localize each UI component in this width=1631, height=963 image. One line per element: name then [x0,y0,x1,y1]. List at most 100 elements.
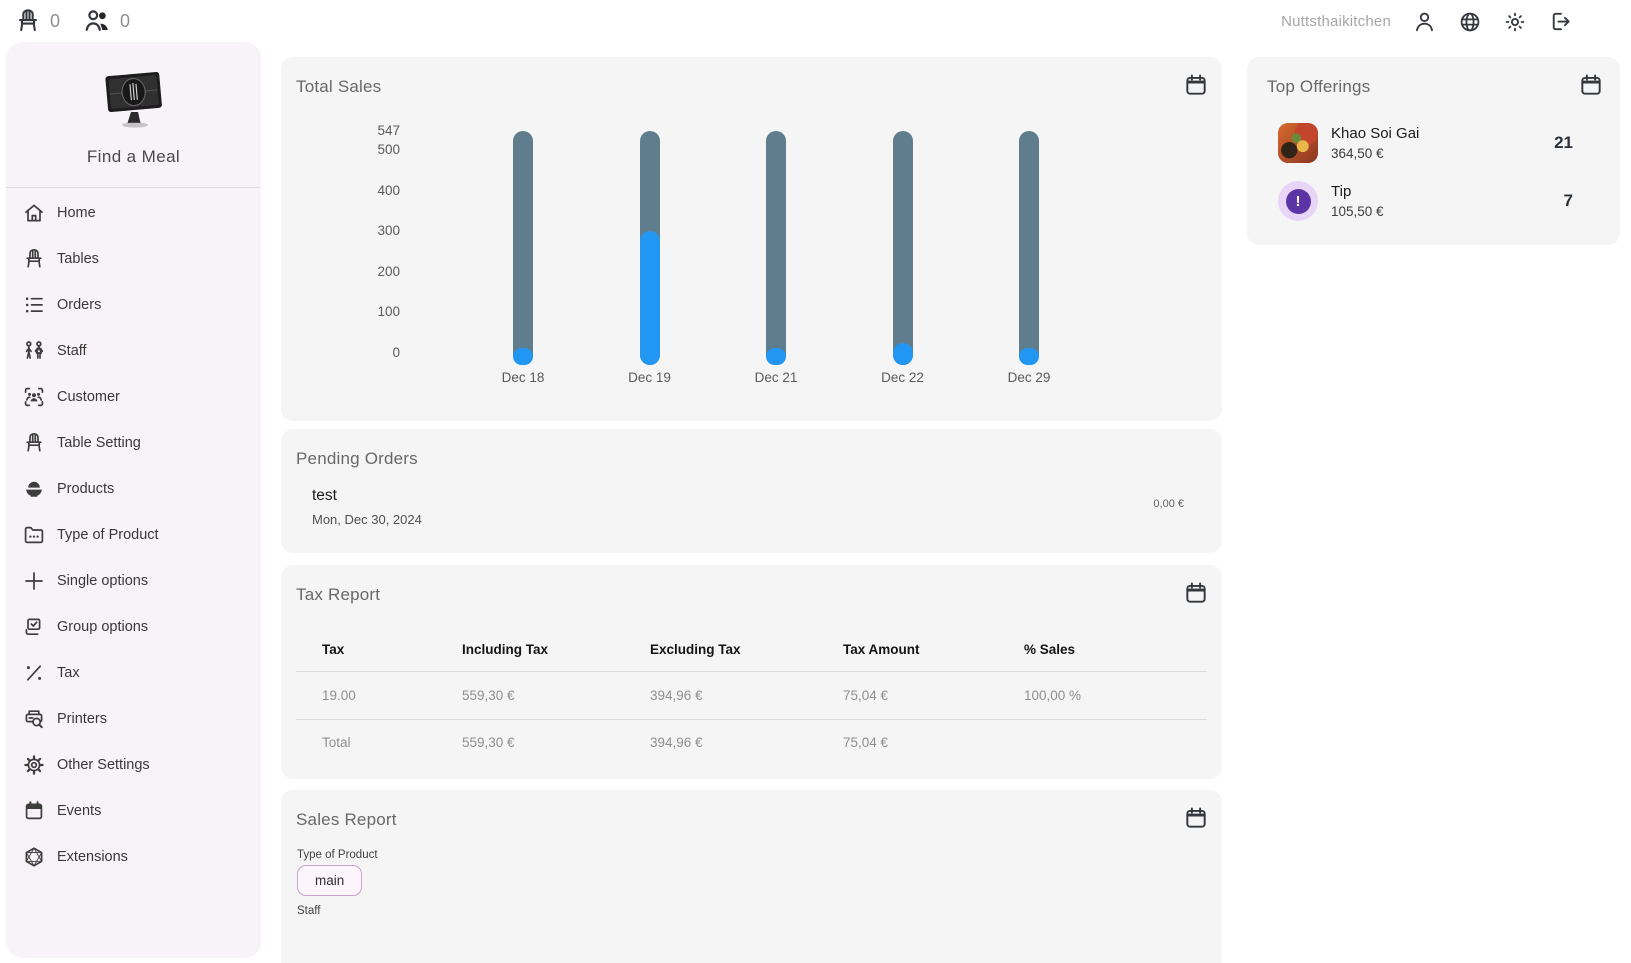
y-axis-tick: 300 [377,223,400,239]
calendar-icon[interactable] [1183,72,1209,98]
sidebar-item-label: Customer [57,389,120,405]
sidebar-item-label: Printers [57,711,107,727]
customer-icon [22,385,46,409]
sidebar-item-home[interactable]: Home [6,190,261,236]
calendar-icon [22,799,46,823]
calendar-icon[interactable] [1183,580,1209,606]
bar-track [766,131,786,365]
sidebar-nav: Home Tables [6,188,261,880]
sidebar-item-customer[interactable]: Customer [6,374,261,420]
bowl-icon [22,477,46,501]
bar-track [639,131,660,365]
sidebar-item-staff[interactable]: Staff [6,328,261,374]
customers-count: 0 [120,10,131,31]
total-sales-title: Total Sales [296,77,382,96]
user-avatar-icon[interactable] [1412,9,1437,34]
order-amount: 0,00 € [1153,498,1184,510]
column-header: Excluding Tax [650,641,741,657]
offering-count: 21 [1554,133,1573,152]
pending-orders-card: Pending Orders test Mon, Dec 30, 2024 0,… [281,429,1222,553]
x-axis-label: Dec 21 [754,370,798,385]
bar-fill [639,231,660,365]
bar-dec-29[interactable]: Dec 29 [994,131,1064,393]
tax-report-title: Tax Report [296,585,381,604]
tables-count: 0 [50,10,61,31]
offering-name: Khao Soi Gai [1331,125,1420,142]
type-of-product-chip-main[interactable]: main [297,865,363,896]
column-header: Including Tax [462,641,549,657]
column-header: % Sales [1024,641,1076,657]
bar-track [1019,131,1039,365]
brightness-icon[interactable] [1503,10,1527,34]
logout-icon[interactable] [1548,9,1573,34]
top-offerings-title: Top Offerings [1267,77,1371,96]
home-icon [22,201,46,225]
sidebar-item-extensions[interactable]: Extensions [6,834,261,880]
bar-dec-19[interactable]: Dec 19 [615,131,685,393]
percent-icon [22,661,46,685]
sidebar-item-label: Staff [57,343,87,359]
tax-table-row: 19.00 559,30 € 394,96 € 75,04 € 100,00 % [296,671,1207,719]
bar-fill [892,342,913,365]
sidebar-item-type-of-product[interactable]: Type of Product [6,512,261,558]
y-axis-tick: 500 [377,142,400,158]
sidebar-item-label: Tax [57,665,80,681]
cell-including-tax: 559,30 € [462,688,515,703]
offering-amount: 364,50 € [1331,146,1384,161]
offering-count: 7 [1563,191,1573,210]
sidebar-item-tax[interactable]: Tax [6,650,261,696]
sidebar-item-printers[interactable]: Printers [6,696,261,742]
staff-label: Staff [297,905,321,917]
globe-icon[interactable] [1458,10,1482,34]
sidebar-item-group-options[interactable]: Group options [6,604,261,650]
chart-bars: Dec 18 Dec 19 Dec 21 Dec 22 Dec 29 [488,131,1064,393]
order-name: test [312,487,337,504]
folder-dots-icon [22,523,46,547]
x-axis-label: Dec 22 [881,370,924,385]
offering-name: Tip [1331,183,1352,200]
chair-icon [22,247,46,271]
calendar-icon[interactable] [1578,72,1604,98]
bar-dec-21[interactable]: Dec 21 [741,131,811,393]
sidebar-item-products[interactable]: Products [6,466,261,512]
x-axis-label: Dec 29 [1007,370,1051,385]
staff-icon [22,339,46,363]
sidebar-item-single-options[interactable]: Single options [6,558,261,604]
cell-tax-rate: 19.00 [322,688,356,703]
column-header: Tax Amount [843,641,920,657]
brand-name: Find a Meal [86,147,181,166]
sidebar-item-label: Products [57,481,115,497]
cell-excluding-tax: 394,96 € [650,688,703,703]
sidebar-item-label: Events [57,803,102,819]
calendar-icon[interactable] [1183,805,1209,831]
x-axis-label: Dec 19 [628,370,671,385]
plus-icon [22,569,46,593]
pending-order-row[interactable]: test Mon, Dec 30, 2024 0,00 € [312,487,1184,527]
sidebar-item-table-setting[interactable]: Table Setting [6,420,261,466]
sidebar-item-label: Tables [57,251,99,267]
bar-dec-18[interactable]: Dec 18 [488,131,558,393]
sidebar-item-tables[interactable]: Tables [6,236,261,282]
tax-table-header: Tax Including Tax Excluding Tax Tax Amou… [296,627,1207,671]
sidebar-item-other-settings[interactable]: Other Settings [6,742,261,788]
offering-amount: 105,50 € [1331,204,1384,219]
restaurant-name: Nuttsthaikitchen [1281,13,1391,30]
sidebar-item-label: Single options [57,573,149,589]
cell-excluding-tax-total: 394,96 € [650,735,703,750]
bar-dec-22[interactable]: Dec 22 [868,131,938,393]
sidebar-item-label: Orders [57,297,102,313]
tax-table-total-row: Total 559,30 € 394,96 € 75,04 € [296,719,1207,765]
offering-row-khao-soi-gai[interactable]: Khao Soi Gai 364,50 € 21 [1278,123,1573,163]
food-photo [1278,123,1318,163]
y-axis-tick: 400 [377,182,400,198]
sidebar-item-events[interactable]: Events [6,788,261,834]
cell-tax-amount: 75,04 € [843,688,889,703]
cell-total-label: Total [322,735,351,750]
offering-row-tip[interactable]: ! Tip 105,50 € 7 [1278,181,1573,221]
bar-fill [1019,348,1039,365]
sidebar-divider [6,187,261,188]
type-of-product-label: Type of Product [297,849,378,861]
sidebar-item-label: Table Setting [57,435,141,451]
sidebar-item-orders[interactable]: Orders [6,282,261,328]
cell-including-tax-total: 559,30 € [462,735,515,750]
